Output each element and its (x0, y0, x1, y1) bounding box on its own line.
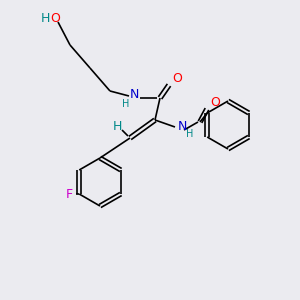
Text: H: H (122, 99, 130, 109)
Text: F: F (66, 188, 73, 200)
Text: H: H (186, 129, 194, 139)
Text: N: N (129, 88, 139, 101)
Text: O: O (50, 13, 60, 26)
Text: H: H (40, 13, 50, 26)
Text: H: H (112, 121, 122, 134)
Text: O: O (210, 97, 220, 110)
Text: O: O (172, 73, 182, 85)
Text: N: N (177, 119, 187, 133)
